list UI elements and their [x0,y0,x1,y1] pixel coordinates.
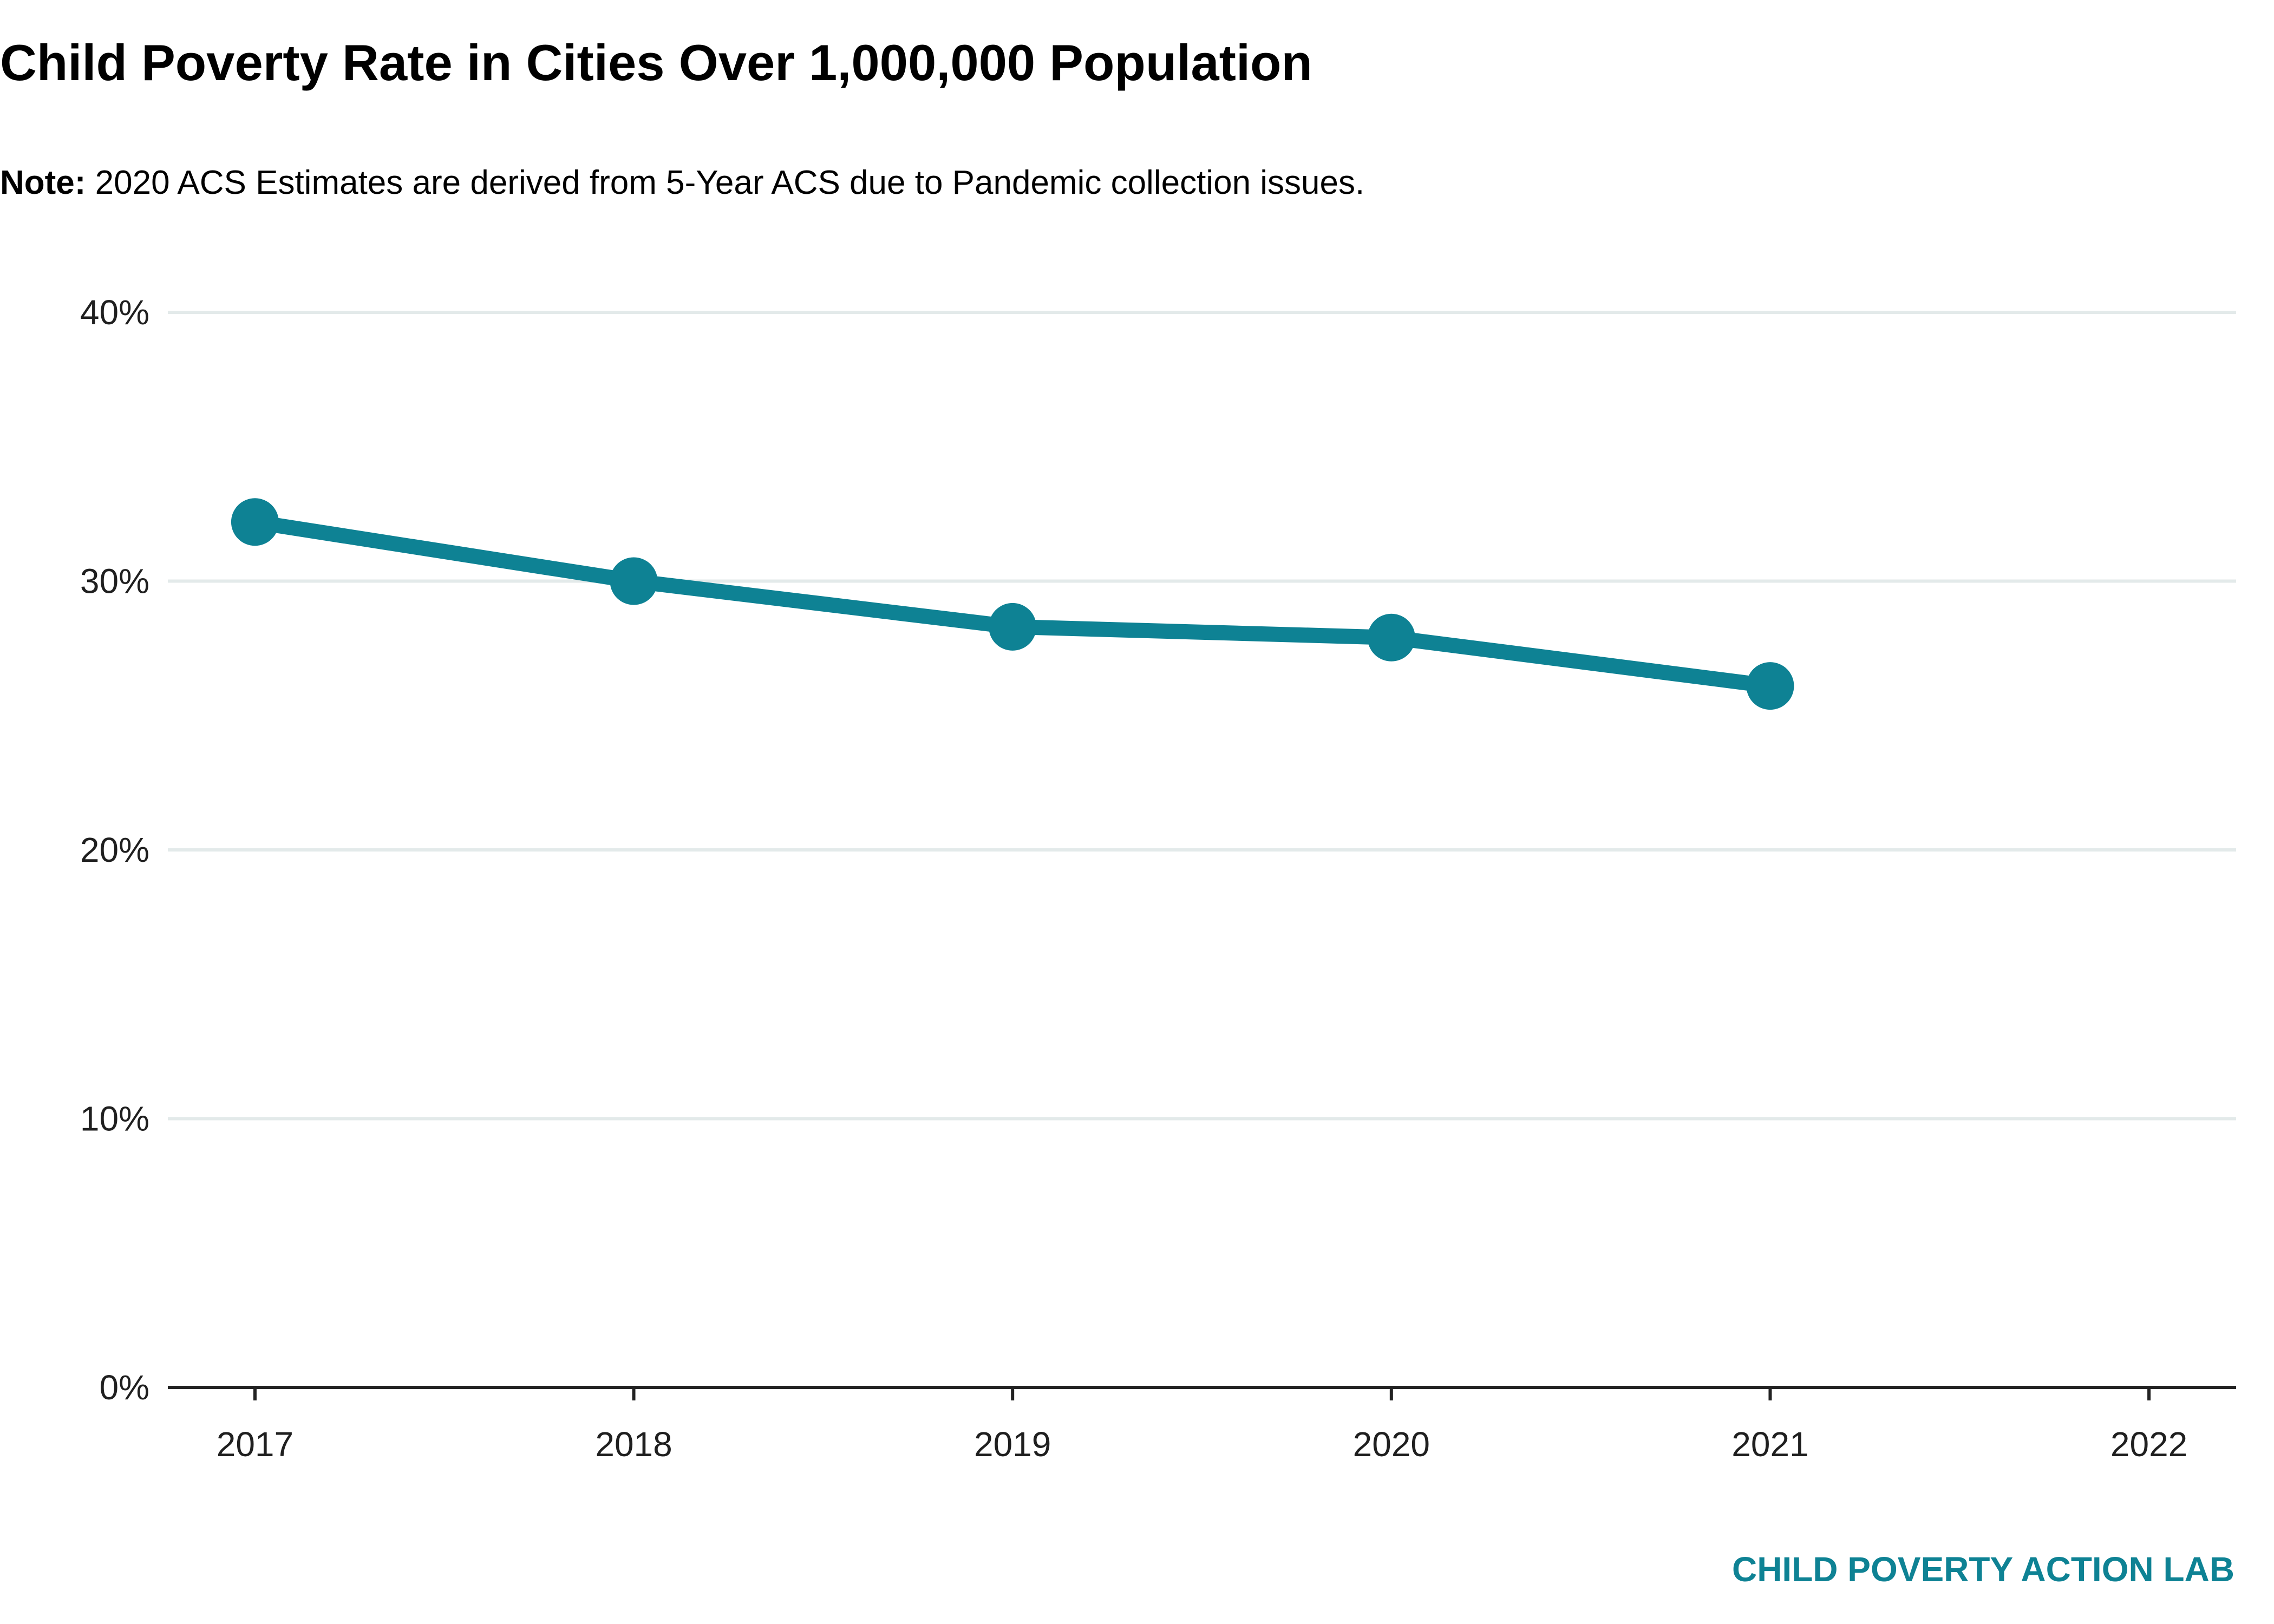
series [231,498,1794,710]
x-tick-label: 2017 [217,1425,293,1464]
y-tick-label: 30% [80,562,149,601]
data-point [1746,662,1794,710]
axes: 0% 10% 20% 30% 40% 2017 2018 2019 2020 2021 2022 [80,293,2236,1464]
data-point [989,603,1037,651]
y-tick-label: 20% [80,830,149,869]
source-credit: CHILD POVERTY ACTION LAB [1731,1550,2234,1589]
data-point [610,557,658,605]
x-tick-label: 2019 [974,1425,1051,1464]
gridlines [168,311,2236,1121]
x-tick-label: 2021 [1731,1425,1808,1464]
x-tick-label: 2022 [2110,1425,2187,1464]
y-tick-label: 10% [80,1099,149,1138]
chart-note: Note: 2020 ACS Estimates are derived fro… [0,163,1364,202]
y-tick-label: 0% [100,1368,150,1407]
chart-title: Child Poverty Rate in Cities Over 1,000,… [0,34,1312,91]
x-tick-label: 2020 [1353,1425,1430,1464]
note-label: Note: [0,164,86,201]
y-tick-label: 40% [80,293,149,332]
data-point [231,498,279,546]
note-text: 2020 ACS Estimates are derived from 5-Ye… [86,164,1365,201]
x-tick-label: 2018 [595,1425,672,1464]
data-point [1367,613,1415,662]
